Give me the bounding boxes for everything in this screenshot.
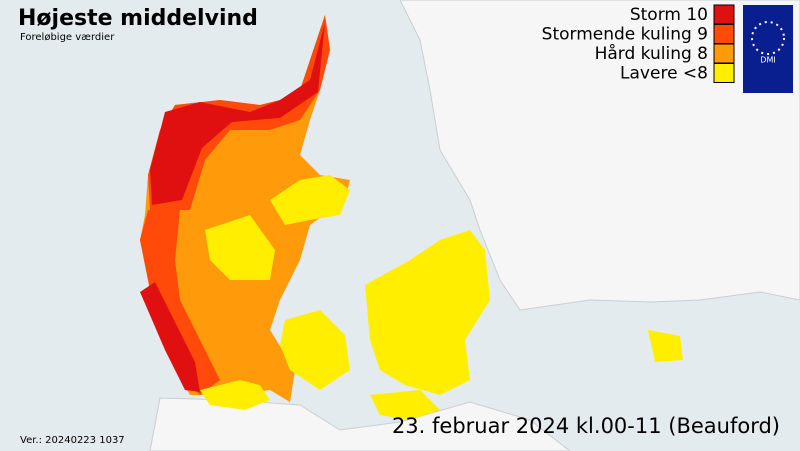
logo-text: DMI (760, 56, 775, 65)
zealand (365, 230, 490, 395)
legend-label: Storm 10 (630, 5, 708, 25)
date: 23. februar 2024 kl.00-11 (Beauford) (392, 414, 780, 438)
lolland-falster (370, 390, 440, 420)
legend-swatch (713, 63, 735, 83)
subtitle: Foreløbige værdier (20, 32, 115, 43)
legend-swatch (713, 24, 735, 44)
wind-zone (140, 282, 200, 392)
wind-zone (140, 210, 220, 395)
title: Højeste middelvind (18, 6, 258, 31)
logo-stars (751, 21, 785, 55)
wind-zone (150, 22, 325, 205)
funen (280, 310, 350, 390)
wind-zone (205, 215, 275, 280)
version: Ver.: 20240223 1037 (20, 435, 125, 446)
legend-swatch (713, 43, 735, 64)
germany (149, 397, 571, 451)
sweden (399, 0, 800, 311)
wind-zone (200, 380, 270, 410)
legend-label: Hård kuling 8 (595, 43, 708, 64)
wind-zone (270, 175, 350, 225)
legend-label: Stormende kuling 9 (542, 25, 708, 45)
legend-swatch (713, 4, 735, 25)
logo (743, 5, 793, 93)
bornholm (648, 330, 683, 362)
legend-label: Lavere <8 (620, 64, 708, 84)
